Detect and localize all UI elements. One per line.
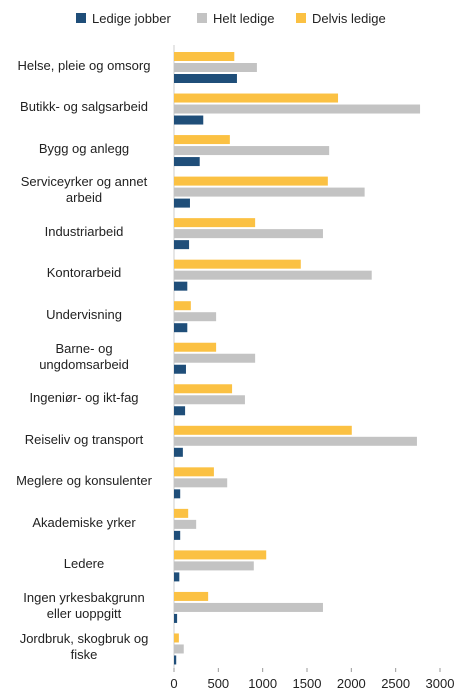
- legend-label: Ledige jobber: [92, 11, 171, 26]
- category-label: Undervisning: [46, 306, 122, 322]
- bar: [174, 572, 180, 582]
- bar: [174, 353, 256, 363]
- bar: [174, 467, 214, 477]
- category-label: Bygg og anlegg: [38, 140, 130, 156]
- bar: [174, 301, 191, 311]
- bar: [174, 478, 228, 488]
- bar: [174, 323, 188, 333]
- legend-swatch: [76, 13, 86, 23]
- bar: [174, 52, 235, 61]
- bar: [174, 240, 190, 250]
- bar: [174, 218, 256, 228]
- bar: [174, 115, 204, 125]
- category-label: Ingeniør- og ikt-fag: [29, 390, 139, 406]
- bar: [174, 613, 178, 623]
- bar: [174, 406, 186, 416]
- legend-swatch: [197, 13, 207, 23]
- category-label: Jordbruk, skogbruk og fiske: [19, 631, 149, 663]
- bar: [174, 229, 323, 239]
- bar: [174, 436, 417, 446]
- bar: [174, 655, 177, 665]
- bar: [174, 104, 421, 114]
- bar: [174, 74, 237, 83]
- bar: [174, 187, 365, 197]
- bar: [174, 176, 328, 186]
- legend-swatch: [296, 13, 306, 23]
- legend-label: Delvis ledige: [312, 11, 386, 26]
- bar: [174, 395, 245, 405]
- legend-label: Helt ledige: [213, 11, 274, 26]
- x-tick-label: 0: [170, 676, 177, 691]
- x-tick-label: 3000: [426, 676, 455, 691]
- category-label: Barne- og ungdomsarbeid: [39, 340, 129, 372]
- bar: [174, 157, 200, 167]
- bar: [174, 530, 181, 540]
- bar: [174, 561, 254, 571]
- category-label: Ingen yrkesbakgrunn eller uoppgitt: [23, 589, 145, 621]
- x-tick-label: 2000: [337, 676, 366, 691]
- category-label: Helse, pleie og omsorg: [17, 57, 151, 73]
- bar: [174, 591, 209, 601]
- x-tick-label: 1000: [248, 676, 277, 691]
- bar: [174, 281, 188, 291]
- bar: [174, 384, 233, 394]
- bar: [174, 342, 217, 352]
- bar: [174, 259, 301, 269]
- bar: [174, 550, 267, 560]
- bar: [174, 135, 230, 145]
- x-tick-label: 500: [207, 676, 229, 691]
- bar: [174, 508, 189, 518]
- bar: [174, 489, 181, 499]
- bar: [174, 633, 179, 643]
- bar: [174, 364, 186, 374]
- x-tick-label: 1500: [293, 676, 322, 691]
- category-label: Meglere og konsulenter: [16, 473, 152, 489]
- category-label: Industriarbeid: [44, 223, 124, 239]
- bar: [174, 447, 183, 457]
- bar: [174, 425, 352, 435]
- category-label: Butikk- og salgsarbeid: [20, 99, 148, 115]
- bar: [174, 519, 197, 529]
- bar: [174, 270, 372, 280]
- bar: [174, 602, 323, 612]
- category-label: Kontorarbeid: [46, 265, 122, 281]
- category-label: Serviceyrker og annet arbeid: [20, 174, 148, 206]
- category-label: Ledere: [63, 556, 105, 572]
- bar: [174, 198, 190, 208]
- category-label: Reiseliv og transport: [24, 431, 144, 447]
- category-label: Akademiske yrker: [32, 514, 136, 530]
- bar: [174, 146, 330, 156]
- bar: [174, 312, 217, 322]
- bar: [174, 644, 184, 654]
- x-tick-label: 2500: [381, 676, 410, 691]
- bar: [174, 63, 257, 72]
- bar: [174, 93, 339, 103]
